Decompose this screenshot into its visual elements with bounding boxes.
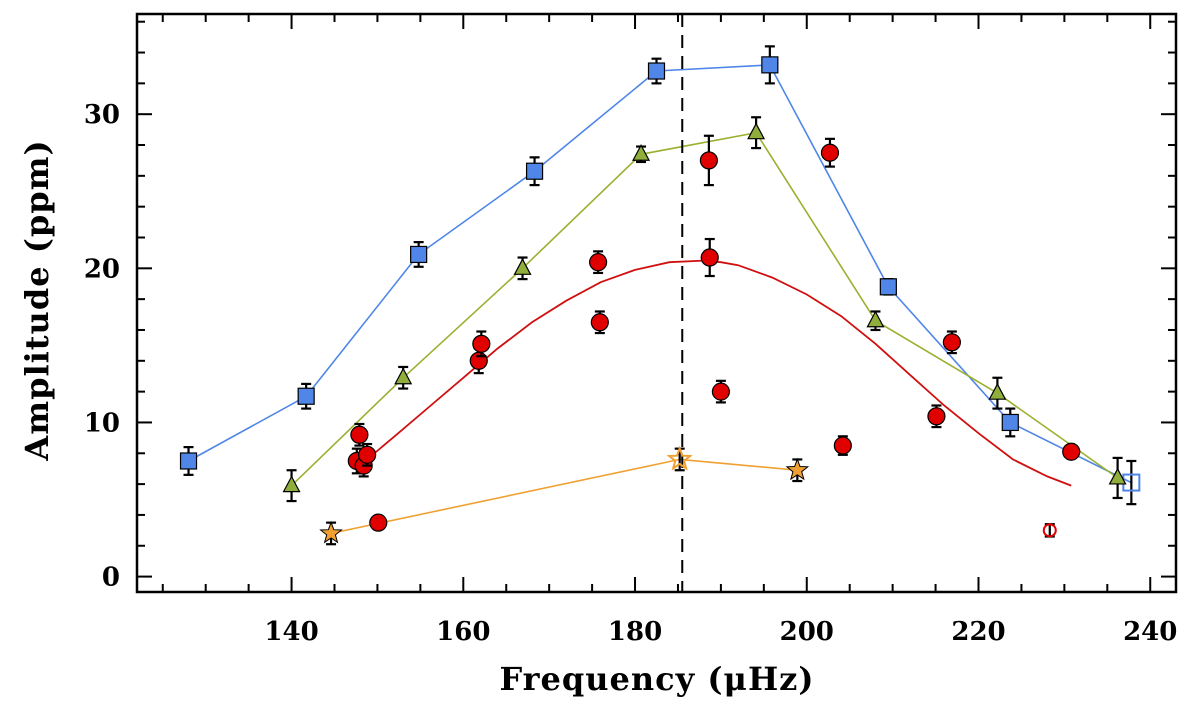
star-marker bbox=[319, 520, 343, 544]
circle-marker bbox=[350, 425, 369, 444]
circle-point bbox=[820, 137, 840, 168]
y-tick-label: 10 bbox=[84, 408, 120, 438]
circle-point bbox=[358, 442, 377, 467]
circle-marker bbox=[369, 513, 388, 532]
circle-point bbox=[1062, 442, 1081, 461]
triangle-marker bbox=[282, 475, 301, 493]
square-marker bbox=[297, 387, 315, 405]
triangle-marker bbox=[513, 258, 532, 275]
circle-point bbox=[1042, 523, 1057, 538]
circle-point bbox=[590, 310, 609, 335]
data-markers-layer bbox=[179, 45, 1141, 546]
triangle-marker bbox=[866, 310, 885, 328]
star-marker bbox=[666, 445, 693, 471]
circle-marker bbox=[469, 351, 488, 370]
triangle-point bbox=[866, 310, 885, 332]
circle-marker bbox=[472, 334, 491, 353]
triangle-point bbox=[394, 365, 413, 390]
triangle-marker bbox=[632, 143, 651, 161]
square-point bbox=[179, 446, 198, 476]
circle-marker bbox=[1062, 442, 1081, 461]
y-tick-label: 0 bbox=[102, 563, 120, 593]
star-point bbox=[785, 457, 810, 483]
circle-marker bbox=[927, 407, 946, 426]
square-marker bbox=[525, 162, 544, 180]
triangle-marker bbox=[394, 367, 413, 385]
circle-point bbox=[589, 250, 608, 275]
circle-point bbox=[700, 237, 719, 278]
circle-marker bbox=[590, 313, 609, 332]
square-point bbox=[525, 156, 544, 187]
circle-point bbox=[350, 422, 369, 447]
square-point bbox=[1001, 407, 1019, 438]
star-point bbox=[666, 445, 693, 472]
x-tick-label: 220 bbox=[951, 617, 1005, 647]
square-marker bbox=[761, 56, 779, 74]
triangle-point bbox=[747, 116, 766, 150]
star-point bbox=[319, 520, 343, 546]
x-tick-label: 200 bbox=[780, 617, 834, 647]
series-line-star bbox=[330, 458, 798, 535]
square-point bbox=[761, 45, 779, 85]
y-tick-label: 20 bbox=[84, 254, 120, 284]
circle-point bbox=[699, 134, 718, 187]
triangle-point bbox=[1108, 456, 1127, 500]
x-axis-title: Frequency (μHz) bbox=[500, 660, 815, 698]
circle-marker bbox=[820, 143, 840, 162]
square-point bbox=[297, 382, 315, 410]
circle-marker bbox=[358, 445, 377, 464]
circle-marker bbox=[833, 436, 852, 455]
circle-point bbox=[711, 379, 731, 404]
y-tick-label: 30 bbox=[84, 100, 120, 130]
circle-point bbox=[833, 435, 852, 456]
series-line-triangle bbox=[291, 131, 1119, 487]
series-line-square bbox=[188, 64, 1132, 484]
square-point bbox=[647, 57, 666, 85]
circle-marker bbox=[589, 253, 608, 272]
square-marker bbox=[410, 245, 428, 264]
square-marker bbox=[1001, 413, 1019, 432]
series-lines-layer bbox=[188, 64, 1132, 535]
circle-point bbox=[472, 330, 491, 358]
triangle-point bbox=[632, 143, 651, 164]
triangle-point bbox=[988, 376, 1007, 410]
axes-layer: 140 160 180 200 220 240 0 10 20 30 bbox=[84, 12, 1178, 647]
triangle-point bbox=[282, 469, 301, 503]
square-point bbox=[1122, 459, 1141, 506]
plot-frame bbox=[135, 12, 1178, 594]
x-tick-label: 160 bbox=[436, 617, 490, 647]
square-point bbox=[410, 241, 428, 268]
square-marker bbox=[179, 452, 198, 470]
square-marker bbox=[647, 62, 666, 80]
circle-marker bbox=[942, 333, 961, 352]
star-marker bbox=[785, 457, 810, 481]
circle-marker bbox=[711, 382, 731, 401]
x-tick-label: 180 bbox=[608, 617, 662, 647]
circle-marker bbox=[700, 248, 719, 267]
circle-marker bbox=[1042, 523, 1057, 538]
y-axis-title: Amplitude (ppm) bbox=[18, 139, 56, 461]
triangle-marker bbox=[1108, 467, 1127, 485]
triangle-point bbox=[513, 256, 532, 281]
circle-point bbox=[942, 330, 961, 355]
circle-marker bbox=[699, 151, 718, 170]
square-point bbox=[879, 278, 897, 296]
x-tick-label: 240 bbox=[1123, 617, 1177, 647]
triangle-marker bbox=[747, 122, 766, 140]
circle-point bbox=[927, 404, 946, 429]
square-marker bbox=[879, 278, 897, 296]
x-tick-label: 140 bbox=[264, 617, 318, 647]
triangle-marker bbox=[988, 382, 1007, 400]
circle-point bbox=[369, 513, 388, 532]
